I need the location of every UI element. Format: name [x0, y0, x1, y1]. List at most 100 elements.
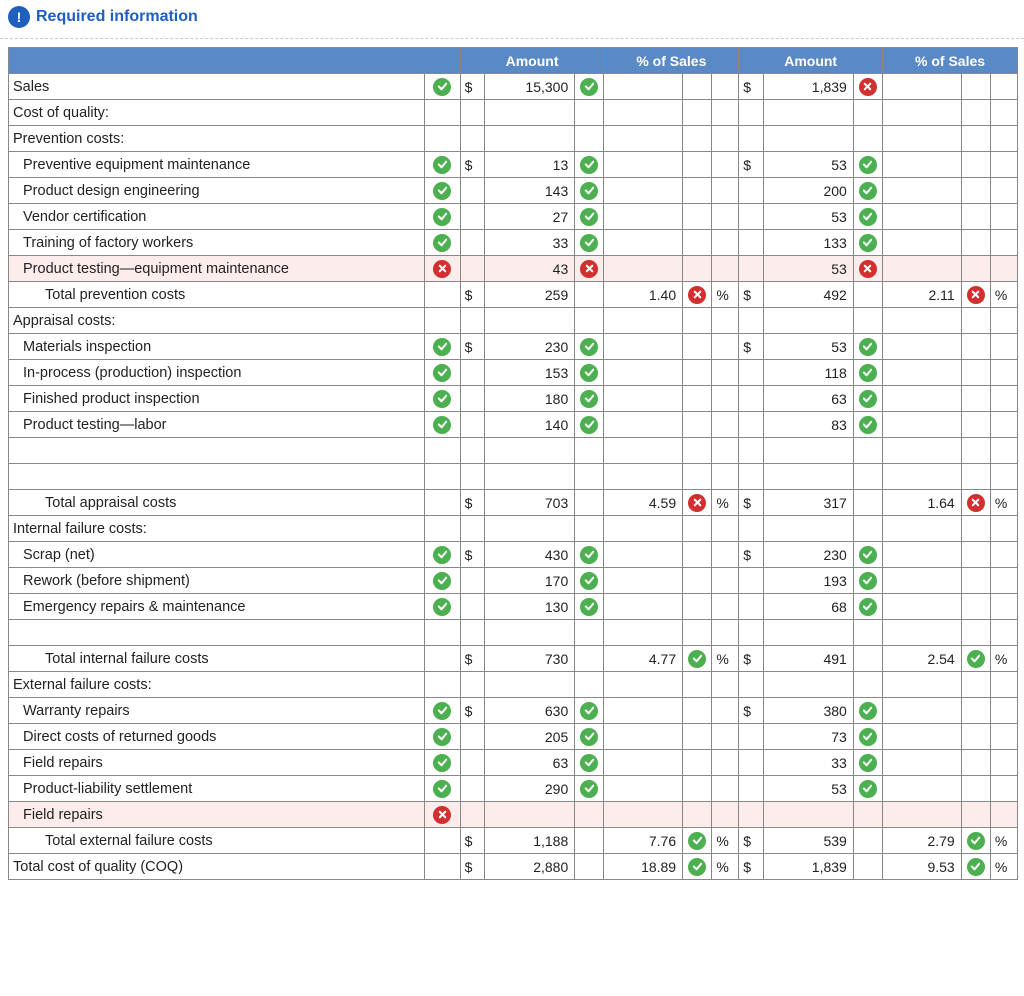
pct-2[interactable]: [883, 672, 962, 698]
row-label[interactable]: Rework (before shipment): [9, 568, 425, 594]
amount-2[interactable]: 380: [763, 698, 853, 724]
pct-1[interactable]: [604, 438, 683, 464]
row-label[interactable]: Product testing—equipment maintenance: [9, 256, 425, 282]
pct-1[interactable]: [604, 152, 683, 178]
pct-2[interactable]: [883, 152, 962, 178]
pct-1[interactable]: [604, 360, 683, 386]
pct-2[interactable]: [883, 74, 962, 100]
pct-1[interactable]: [604, 568, 683, 594]
amount-2[interactable]: [763, 516, 853, 542]
pct-1[interactable]: [604, 334, 683, 360]
amount-2[interactable]: 53: [763, 334, 853, 360]
amount-1[interactable]: 205: [485, 724, 575, 750]
row-label[interactable]: Scrap (net): [9, 542, 425, 568]
amount-2[interactable]: 53: [763, 256, 853, 282]
row-label[interactable]: Vendor certification: [9, 204, 425, 230]
pct-1[interactable]: [604, 204, 683, 230]
amount-1[interactable]: [485, 126, 575, 152]
amount-2[interactable]: [763, 308, 853, 334]
row-label[interactable]: Materials inspection: [9, 334, 425, 360]
amount-2[interactable]: [763, 438, 853, 464]
pct-1[interactable]: [604, 412, 683, 438]
pct-1[interactable]: [604, 178, 683, 204]
amount-2[interactable]: 539: [763, 828, 853, 854]
amount-1[interactable]: 140: [485, 412, 575, 438]
pct-2[interactable]: [883, 360, 962, 386]
pct-2[interactable]: [883, 230, 962, 256]
row-label[interactable]: External failure costs:: [9, 672, 425, 698]
row-label[interactable]: Cost of quality:: [9, 100, 425, 126]
amount-1[interactable]: 703: [485, 490, 575, 516]
amount-1[interactable]: 43: [485, 256, 575, 282]
row-label[interactable]: Preventive equipment maintenance: [9, 152, 425, 178]
pct-2[interactable]: [883, 386, 962, 412]
pct-2[interactable]: [883, 542, 962, 568]
pct-2[interactable]: [883, 776, 962, 802]
amount-2[interactable]: 1,839: [763, 854, 853, 880]
amount-1[interactable]: 15,300: [485, 74, 575, 100]
amount-1[interactable]: [485, 438, 575, 464]
amount-1[interactable]: 63: [485, 750, 575, 776]
amount-2[interactable]: 73: [763, 724, 853, 750]
row-label[interactable]: Total prevention costs: [9, 282, 425, 308]
amount-2[interactable]: 492: [763, 282, 853, 308]
pct-1[interactable]: 1.40: [604, 282, 683, 308]
pct-2[interactable]: 2.11: [883, 282, 962, 308]
amount-2[interactable]: 1,839: [763, 74, 853, 100]
row-label[interactable]: Training of factory workers: [9, 230, 425, 256]
pct-2[interactable]: 2.79: [883, 828, 962, 854]
pct-1[interactable]: [604, 308, 683, 334]
amount-1[interactable]: [485, 308, 575, 334]
pct-2[interactable]: [883, 178, 962, 204]
pct-1[interactable]: [604, 230, 683, 256]
amount-1[interactable]: 230: [485, 334, 575, 360]
amount-1[interactable]: 430: [485, 542, 575, 568]
amount-1[interactable]: 170: [485, 568, 575, 594]
row-label[interactable]: Finished product inspection: [9, 386, 425, 412]
pct-2[interactable]: [883, 724, 962, 750]
amount-1[interactable]: 2,880: [485, 854, 575, 880]
pct-2[interactable]: [883, 126, 962, 152]
pct-2[interactable]: [883, 412, 962, 438]
amount-1[interactable]: [485, 802, 575, 828]
pct-2[interactable]: 2.54: [883, 646, 962, 672]
amount-2[interactable]: [763, 100, 853, 126]
amount-2[interactable]: 33: [763, 750, 853, 776]
pct-1[interactable]: [604, 724, 683, 750]
row-label[interactable]: Emergency repairs & maintenance: [9, 594, 425, 620]
pct-2[interactable]: [883, 438, 962, 464]
pct-1[interactable]: 18.89: [604, 854, 683, 880]
pct-2[interactable]: 9.53: [883, 854, 962, 880]
amount-1[interactable]: [485, 100, 575, 126]
row-label[interactable]: Total internal failure costs: [9, 646, 425, 672]
amount-2[interactable]: 53: [763, 204, 853, 230]
amount-2[interactable]: [763, 464, 853, 490]
amount-1[interactable]: 180: [485, 386, 575, 412]
amount-1[interactable]: 290: [485, 776, 575, 802]
row-label[interactable]: Sales: [9, 74, 425, 100]
pct-1[interactable]: [604, 698, 683, 724]
pct-1[interactable]: [604, 464, 683, 490]
row-label[interactable]: [9, 438, 425, 464]
row-label[interactable]: Field repairs: [9, 750, 425, 776]
row-label[interactable]: Product design engineering: [9, 178, 425, 204]
amount-2[interactable]: [763, 672, 853, 698]
amount-2[interactable]: 118: [763, 360, 853, 386]
pct-2[interactable]: [883, 256, 962, 282]
pct-1[interactable]: [604, 750, 683, 776]
row-label[interactable]: Total cost of quality (COQ): [9, 854, 425, 880]
pct-1[interactable]: [604, 74, 683, 100]
row-label[interactable]: Total external failure costs: [9, 828, 425, 854]
amount-2[interactable]: 53: [763, 152, 853, 178]
pct-2[interactable]: [883, 100, 962, 126]
amount-1[interactable]: 33: [485, 230, 575, 256]
row-label[interactable]: Internal failure costs:: [9, 516, 425, 542]
amount-1[interactable]: 259: [485, 282, 575, 308]
row-label[interactable]: Appraisal costs:: [9, 308, 425, 334]
amount-1[interactable]: 130: [485, 594, 575, 620]
pct-1[interactable]: 4.59: [604, 490, 683, 516]
pct-1[interactable]: 7.76: [604, 828, 683, 854]
row-label[interactable]: Product-liability settlement: [9, 776, 425, 802]
row-label[interactable]: Field repairs: [9, 802, 425, 828]
amount-2[interactable]: 68: [763, 594, 853, 620]
